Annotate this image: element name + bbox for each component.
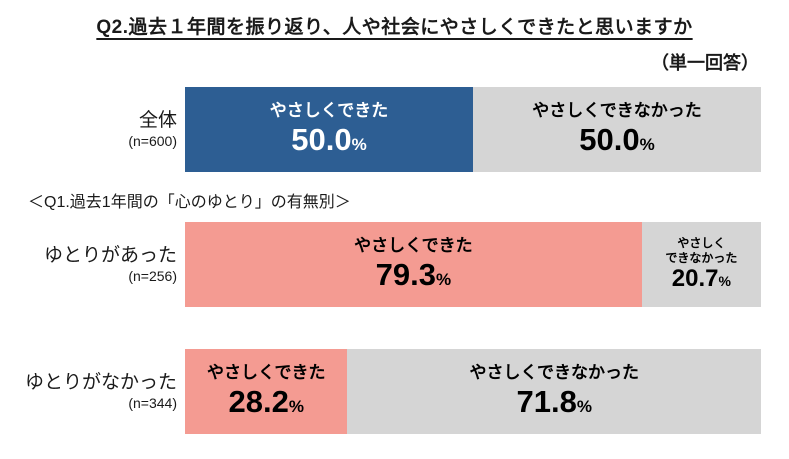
percent-sign: % xyxy=(639,134,655,154)
segment-yasashiku-dekita: やさしくできた 79.3% xyxy=(185,222,642,307)
row-label-overall: 全体 (n=600) xyxy=(0,87,185,172)
percent-sign: % xyxy=(288,396,304,416)
bar-row-yutori-atta: ゆとりがあった (n=256) やさしくできた 79.3% やさしく できなかっ… xyxy=(0,222,789,307)
row-label-text: ゆとりがなかった xyxy=(24,371,177,393)
segment-yasashiku-dekinakatta: やさしくできなかった 71.8% xyxy=(347,349,761,434)
segment-percent-number: 71.8 xyxy=(516,383,577,419)
segment-value: 50.0% xyxy=(291,122,366,158)
percent-sign: % xyxy=(435,269,452,289)
percent-sign: % xyxy=(718,273,731,290)
segment-percent-number: 28.2 xyxy=(228,383,289,419)
bar-yutori-nakatta: やさしくできた 28.2% やさしくできなかった 71.8% xyxy=(185,349,761,434)
percent-sign: % xyxy=(351,134,367,154)
row-sample-size: (n=256) xyxy=(128,268,177,285)
segment-percent-number: 50.0 xyxy=(291,121,352,157)
segment-label: やさしく できなかった xyxy=(665,236,738,265)
segment-value: 79.3% xyxy=(376,257,451,293)
segment-value: 71.8% xyxy=(516,384,591,420)
segment-value: 50.0% xyxy=(579,122,654,158)
segment-percent-number: 20.7 xyxy=(671,265,719,293)
bar-row-overall: 全体 (n=600) やさしくできた 50.0% やさしくできなかった 50.0… xyxy=(0,87,789,172)
row-label-text: ゆとりがあった xyxy=(43,244,177,266)
chart-subtitle: （単一回答） xyxy=(651,53,759,73)
segment-percent-number: 50.0 xyxy=(579,121,640,157)
segment-value: 28.2% xyxy=(228,384,303,420)
row-label-text: 全体 xyxy=(138,109,177,131)
segment-label: やさしくできた xyxy=(206,363,326,383)
row-label-yutori-atta: ゆとりがあった (n=256) xyxy=(0,222,185,307)
section-label: ＜Q1.過去1年間の「心のゆとり」の有無別＞ xyxy=(28,194,351,211)
row-sample-size: (n=344) xyxy=(128,395,177,412)
chart-title: Q2.過去１年間を振り返り、人や社会にやさしくできたと思いますか xyxy=(96,17,693,38)
bar-yutori-atta: やさしくできた 79.3% やさしく できなかった 20.7% xyxy=(185,222,761,307)
percent-sign: % xyxy=(576,396,592,416)
segment-percent-number: 79.3 xyxy=(375,256,436,292)
row-label-yutori-nakatta: ゆとりがなかった (n=344) xyxy=(0,349,185,434)
segment-yasashiku-dekinakatta: やさしくできなかった 50.0% xyxy=(473,87,761,172)
segment-value: 20.7% xyxy=(672,265,731,293)
bar-row-yutori-nakatta: ゆとりがなかった (n=344) やさしくできた 28.2% やさしくできなかっ… xyxy=(0,349,789,434)
segment-label: やさしくできなかった xyxy=(469,363,639,383)
segment-yasashiku-dekita: やさしくできた 28.2% xyxy=(185,349,348,434)
segment-label: やさしくできた xyxy=(354,236,473,256)
segment-yasashiku-dekita: やさしくできた 50.0% xyxy=(185,87,473,172)
segment-yasashiku-dekinakatta: やさしく できなかった 20.7% xyxy=(641,222,761,307)
bar-overall: やさしくできた 50.0% やさしくできなかった 50.0% xyxy=(185,87,761,172)
segment-label: やさしくできなかった xyxy=(532,101,702,121)
segment-label: やさしくできた xyxy=(269,101,389,121)
row-sample-size: (n=600) xyxy=(128,133,177,150)
